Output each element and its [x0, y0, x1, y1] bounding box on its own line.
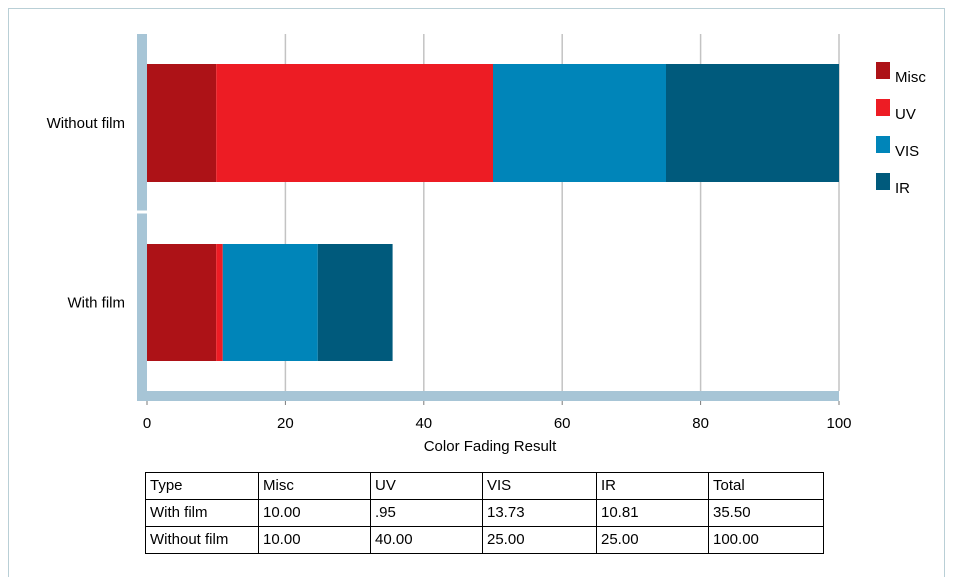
- bar-vis-without-film: [493, 64, 666, 182]
- table-header-cell: VIS: [482, 472, 597, 500]
- bar-uv-with-film: [216, 244, 223, 361]
- table-cell: 25.00: [596, 526, 709, 554]
- x-tick-label: 80: [692, 415, 709, 432]
- bar-ir-without-film: [666, 64, 839, 182]
- table-cell: 25.00: [482, 526, 597, 554]
- x-tick-label: 100: [826, 415, 851, 432]
- table-header-cell: Type: [145, 472, 259, 500]
- legend-label-ir: IR: [895, 180, 910, 197]
- table-cell: 13.73: [482, 499, 597, 527]
- bar-ir-with-film: [317, 244, 393, 361]
- table-header-cell: IR: [596, 472, 709, 500]
- table-row: With film 10.00.95 13.73 10.81 35.50: [145, 499, 824, 527]
- legend-swatch-vis: [876, 136, 890, 153]
- y-category-labels: Without film With film: [47, 115, 125, 312]
- x-tick-label: 40: [415, 415, 432, 432]
- table-cell: 10.00: [258, 499, 371, 527]
- x-tick-labels: 0 20 40 60 80 100: [143, 401, 852, 432]
- category-label: Without film: [47, 115, 125, 132]
- x-tick-label: 60: [554, 415, 571, 432]
- legend-swatch-uv: [876, 99, 890, 116]
- x-tick-label: 0: [143, 415, 151, 432]
- table-header-row: Type Misc UV VIS IR Total: [145, 472, 824, 500]
- legend: Misc UV VIS IR: [876, 62, 926, 197]
- axes: [135, 34, 839, 401]
- x-axis-bar: [147, 391, 839, 401]
- table-cell: .95: [370, 499, 483, 527]
- table-header-cell: UV: [370, 472, 483, 500]
- table-header-cell: Total: [708, 472, 824, 500]
- table-cell: 10.00: [258, 526, 371, 554]
- table-cell: 10.81: [596, 499, 709, 527]
- bar-misc-with-film: [147, 244, 217, 361]
- x-tick-label: 20: [277, 415, 294, 432]
- bar-misc-without-film: [147, 64, 217, 182]
- table-cell: With film: [145, 499, 259, 527]
- legend-label-uv: UV: [895, 106, 916, 123]
- x-axis-label: Color Fading Result: [424, 438, 557, 455]
- legend-swatch-ir: [876, 173, 890, 190]
- table-header-cell: Misc: [258, 472, 371, 500]
- legend-label-misc: Misc: [895, 69, 926, 86]
- chart-frame: [8, 8, 945, 577]
- category-label: With film: [68, 295, 126, 312]
- data-table: Type Misc UV VIS IR Total With film 10.00.95 13.…: [145, 472, 824, 554]
- table-row: Without film 10.00 40.00 25.00 25.00 100.00: [145, 526, 824, 554]
- legend-swatch-misc: [876, 62, 890, 79]
- y-axis-bar: [137, 34, 147, 401]
- table-cell: 40.00: [370, 526, 483, 554]
- legend-label-vis: VIS: [895, 143, 919, 160]
- stacked-bar-chart: 0 20 40 60 80 100 Without film With film Color…: [47, 34, 926, 455]
- bars: [147, 64, 839, 361]
- table-cell: Without film: [145, 526, 259, 554]
- table-cell: 100.00: [708, 526, 824, 554]
- bar-uv-without-film: [216, 64, 493, 182]
- bar-vis-with-film: [222, 244, 318, 361]
- table-cell: 35.50: [708, 499, 824, 527]
